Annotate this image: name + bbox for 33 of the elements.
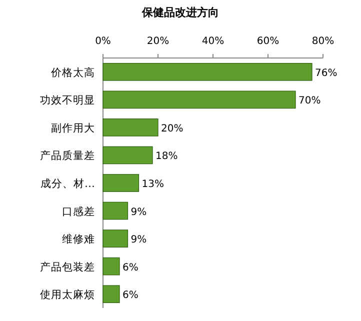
y-tick-label: 使用太麻烦	[40, 288, 95, 302]
bar	[102, 230, 128, 248]
y-tick-label: 副作用大	[51, 121, 95, 134]
data-label: 70%	[298, 96, 321, 107]
bar	[102, 174, 140, 192]
x-tick-label: 0%	[95, 36, 111, 47]
bar	[102, 285, 120, 304]
data-label: 76%	[315, 68, 338, 79]
data-label: 18%	[156, 151, 178, 162]
x-tick-label: 40%	[202, 36, 224, 47]
data-label: 6%	[122, 262, 138, 274]
y-tick-label: 成分、材…	[40, 177, 95, 190]
y-tick-label: 维修难	[62, 232, 95, 246]
chart-title: 保健品改进方向	[141, 6, 219, 19]
bar	[102, 118, 158, 136]
y-tick-label: 产品质量差	[40, 149, 95, 162]
y-tick-label: 功效不明显	[40, 94, 95, 107]
data-label: 20%	[161, 123, 184, 134]
data-label: 13%	[142, 179, 164, 190]
y-tick-label: 口感差	[62, 204, 95, 218]
data-label: 9%	[130, 234, 147, 246]
bar	[102, 257, 120, 276]
y-tick-label: 价格太高	[50, 66, 95, 79]
bar	[102, 146, 153, 164]
x-tick-label: 80%	[312, 36, 334, 47]
x-tick-label: 60%	[256, 36, 280, 47]
x-tick-label: 20%	[146, 36, 170, 47]
data-label: 9%	[130, 206, 147, 218]
bar	[102, 90, 296, 109]
bar	[102, 62, 312, 81]
y-tick-label: 产品包装差	[40, 260, 95, 274]
data-label: 6%	[122, 290, 138, 302]
bar	[102, 202, 128, 220]
